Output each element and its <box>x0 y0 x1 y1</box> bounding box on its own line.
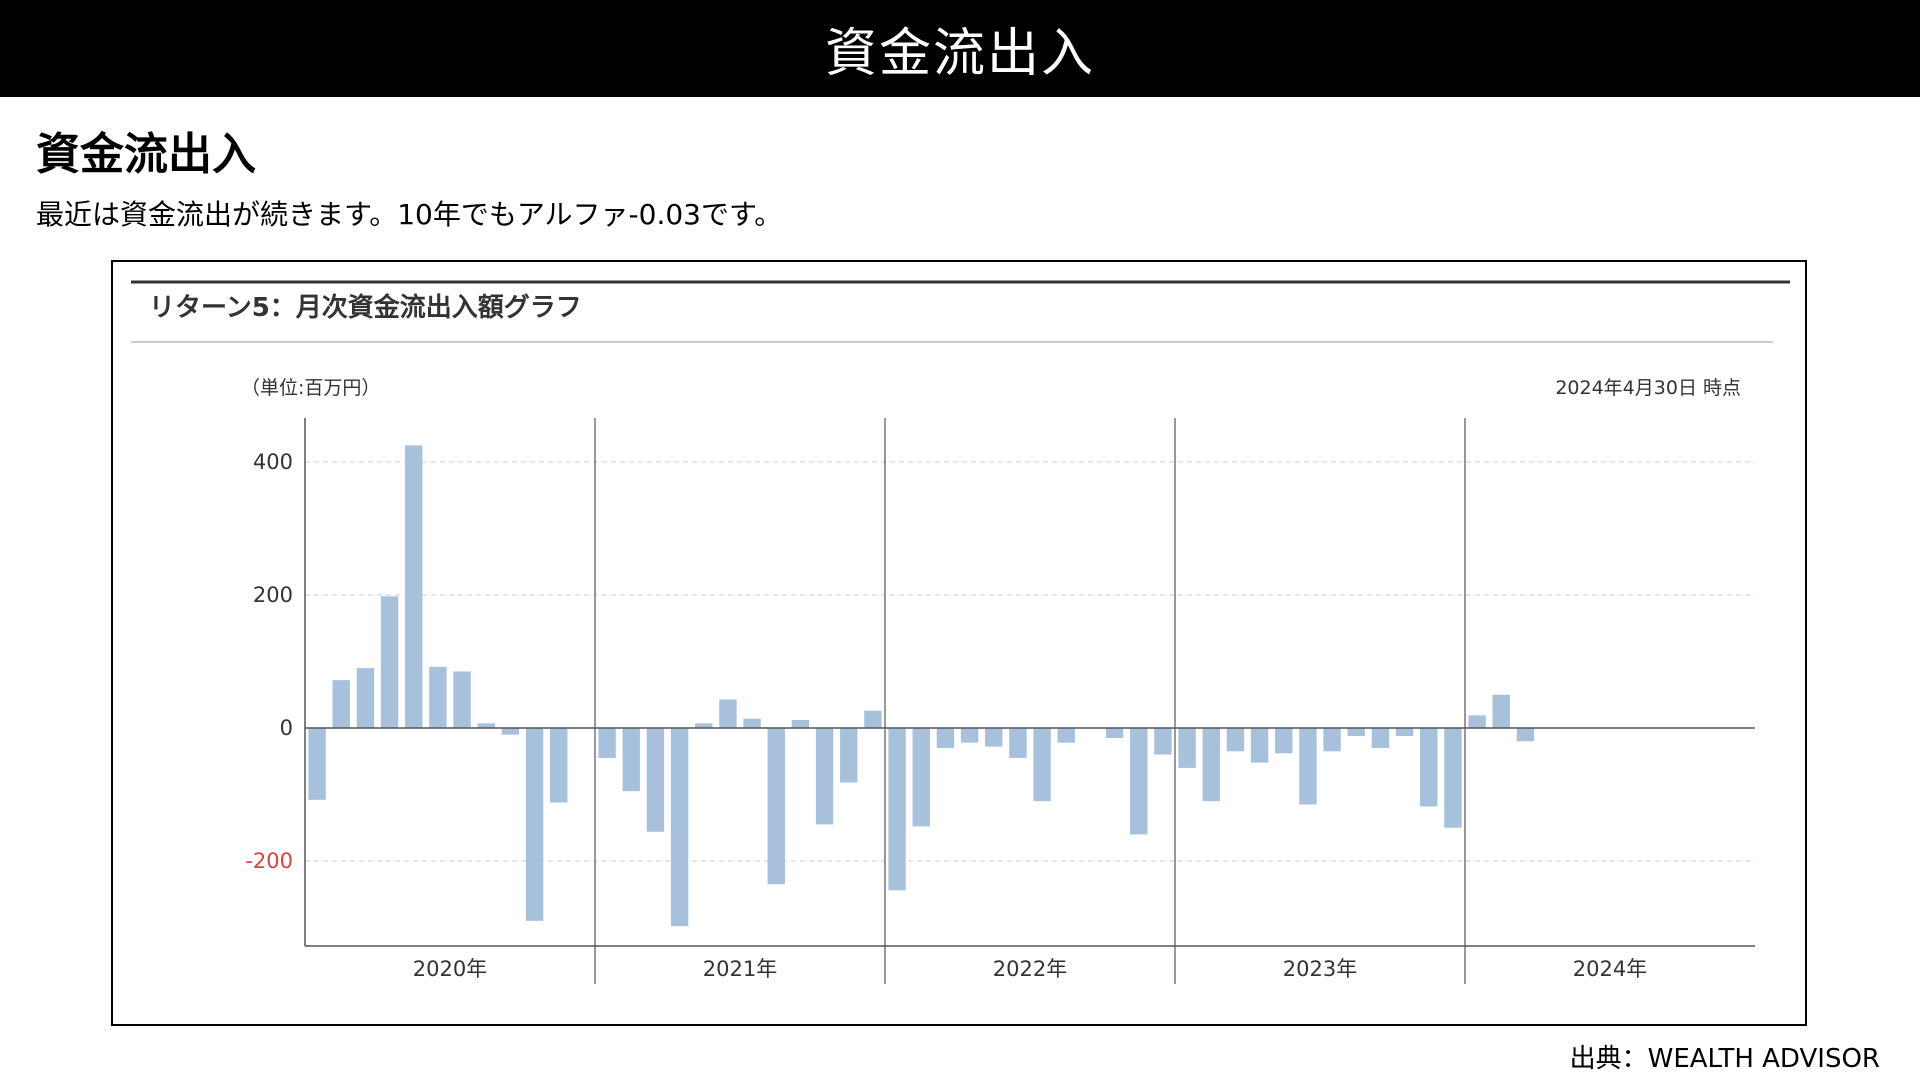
bar <box>1420 728 1438 807</box>
bar <box>695 723 713 728</box>
bar <box>356 668 375 728</box>
bar <box>1347 728 1365 736</box>
bar <box>525 728 544 921</box>
bar <box>767 728 785 885</box>
bar <box>622 728 640 792</box>
bar <box>1130 728 1148 835</box>
x-tick-label: 2022年 <box>993 957 1067 981</box>
chart-panel-title: リターン5：月次資金流出入額グラフ <box>149 292 582 323</box>
bar <box>743 718 761 728</box>
bar <box>985 728 1003 747</box>
bar <box>1105 728 1124 738</box>
bar <box>550 728 568 803</box>
y-tick-label: 200 <box>253 583 293 607</box>
bar <box>1299 728 1317 805</box>
y-tick-label: -200 <box>245 849 293 873</box>
bar <box>936 728 955 748</box>
bar <box>380 596 399 728</box>
bar <box>719 699 737 728</box>
bar <box>840 728 858 783</box>
bar <box>864 710 882 728</box>
bar <box>1057 728 1075 743</box>
x-tick-label: 2024年 <box>1573 957 1647 981</box>
bar <box>1444 728 1462 828</box>
bar <box>1275 728 1293 754</box>
x-tick-label: 2023年 <box>1283 957 1357 981</box>
bar <box>1371 728 1390 748</box>
bar <box>888 728 906 891</box>
title-bar: 資金流出入 <box>0 0 1920 97</box>
x-tick-label: 2021年 <box>703 957 777 981</box>
bar <box>1154 728 1172 755</box>
bar <box>1468 715 1486 728</box>
source-credit: 出典：WEALTH ADVISOR <box>1569 1044 1880 1074</box>
bar <box>912 728 930 827</box>
bar <box>646 728 665 832</box>
bar <box>1323 728 1341 752</box>
fund-flow-chart: リターン5：月次資金流出入額グラフ （単位:百万円） 2024年4月30日 時点… <box>131 280 1790 984</box>
bar <box>429 666 447 728</box>
bar <box>1492 694 1510 728</box>
page-title: 資金流出入 <box>824 24 1095 84</box>
bar <box>1395 728 1414 736</box>
bar <box>1178 728 1196 768</box>
bar <box>791 720 810 728</box>
plot-area: 400 200 0 -200 2020年 2021年 2022年 2023年 2024年 <box>245 418 1755 984</box>
bar <box>332 680 350 728</box>
as-of-date: 2024年4月30日 時点 <box>1555 377 1741 399</box>
y-tick-label: 0 <box>280 716 293 740</box>
bar <box>815 728 834 825</box>
unit-label: （単位:百万円） <box>241 377 380 399</box>
y-tick-label: 400 <box>253 450 293 474</box>
bar <box>501 728 520 735</box>
bar <box>670 728 689 927</box>
section-description: 最近は資金流出が続きます。10年でもアルファ-0.03です。 <box>36 198 783 231</box>
bar <box>308 728 326 800</box>
bar <box>1250 728 1269 763</box>
bar <box>1033 728 1051 802</box>
x-tick-label: 2020年 <box>413 957 487 981</box>
bar <box>405 445 423 728</box>
section-heading: 資金流出入 <box>36 129 256 180</box>
bar <box>598 728 616 758</box>
bar <box>1202 728 1220 802</box>
bar <box>453 671 471 728</box>
chart-frame: リターン5：月次資金流出入額グラフ （単位:百万円） 2024年4月30日 時点… <box>111 260 1807 1026</box>
bar <box>477 723 495 728</box>
bar <box>1516 728 1535 742</box>
bar <box>1226 728 1245 752</box>
bar <box>1009 728 1027 758</box>
bar <box>960 728 979 743</box>
